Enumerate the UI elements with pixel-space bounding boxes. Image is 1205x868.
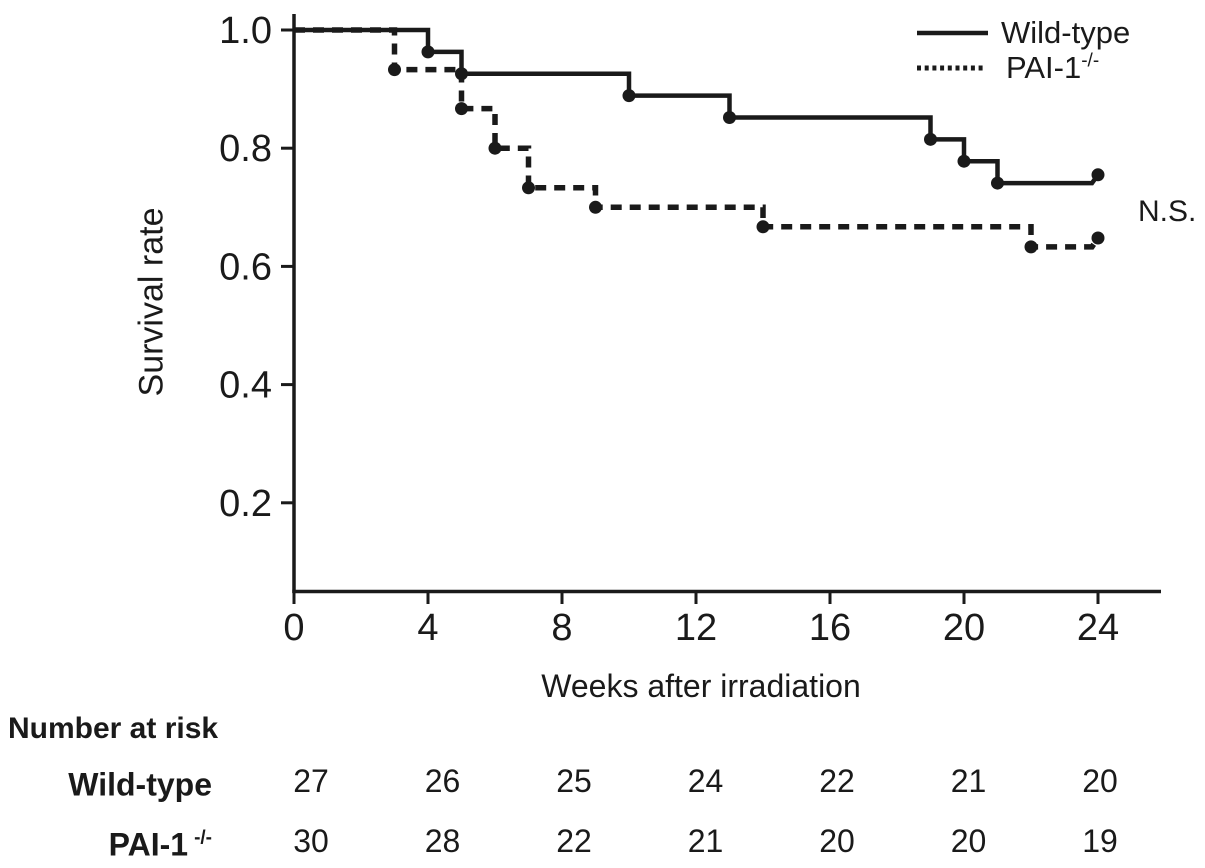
risk-row-label-wild-type: Wild-type: [68, 766, 212, 803]
risk-value-cell: 22: [819, 763, 855, 799]
risk-value-cell: 30: [293, 823, 329, 859]
risk-table-header: Number at risk: [8, 712, 219, 745]
series-line-pai1: [294, 27, 1101, 250]
y-tick-label: 0.4: [219, 365, 272, 407]
event-marker: [622, 89, 636, 103]
risk-value-cell: 19: [1082, 823, 1118, 859]
event-marker: [421, 45, 435, 59]
risk-value-cell: 20: [819, 823, 855, 859]
event-marker: [589, 200, 602, 214]
legend-label-pai1: PAI-1-/-: [1006, 50, 1099, 86]
event-marker: [957, 154, 971, 168]
x-tick-label: 8: [551, 607, 572, 649]
event-marker: [388, 63, 401, 77]
y-tick-label: 0.6: [219, 246, 272, 288]
x-tick-label: 4: [417, 607, 438, 649]
risk-value-cell: 28: [424, 823, 461, 859]
y-axis-title: Survival rate: [132, 207, 171, 397]
legend-label-wild-type: Wild-type: [1001, 15, 1131, 50]
event-marker: [924, 132, 937, 146]
series-line-wild-type: [294, 27, 1100, 186]
x-tick-label: 0: [283, 607, 304, 649]
risk-value-cell: 21: [687, 823, 724, 859]
x-tick-label: 12: [675, 607, 717, 649]
pai1-genotype-superscript: -/-: [1081, 50, 1100, 72]
risk-value-cell: 26: [424, 763, 461, 799]
risk-value-cell: 20: [1082, 763, 1118, 799]
end-marker: [1091, 231, 1105, 245]
event-marker: [522, 181, 535, 195]
risk-value-cell: 27: [293, 763, 329, 799]
risk-value-cell: 20: [950, 823, 987, 859]
event-marker: [1024, 240, 1038, 254]
x-tick-label: 16: [809, 607, 851, 649]
significance-annotation: N.S.: [1138, 195, 1197, 228]
risk-value-cell: 25: [556, 763, 592, 799]
pai1-row-superscript: -/-: [194, 827, 212, 849]
event-marker: [756, 220, 770, 234]
event-marker: [455, 102, 468, 116]
event-marker: [991, 176, 1004, 190]
y-tick-label: 0.8: [219, 128, 272, 170]
y-tick-label: 0.2: [219, 483, 272, 525]
end-marker: [1091, 168, 1105, 182]
risk-value-cell: 21: [950, 763, 987, 799]
x-tick-label: 24: [1077, 607, 1119, 649]
risk-value-cell: 22: [556, 823, 592, 859]
x-tick-label: 20: [943, 607, 985, 649]
risk-row-label-pai1: PAI-1 -/-: [0, 827, 212, 864]
risk-value-cell: 24: [687, 763, 724, 799]
event-marker: [488, 141, 502, 155]
event-marker: [723, 110, 736, 124]
y-tick-label: 1.0: [219, 10, 272, 52]
pai1-label-base: PAI-1: [1006, 50, 1082, 85]
pai1-row-label-base: PAI-1: [108, 826, 189, 863]
x-axis-title: Weeks after irradiation: [541, 668, 861, 704]
